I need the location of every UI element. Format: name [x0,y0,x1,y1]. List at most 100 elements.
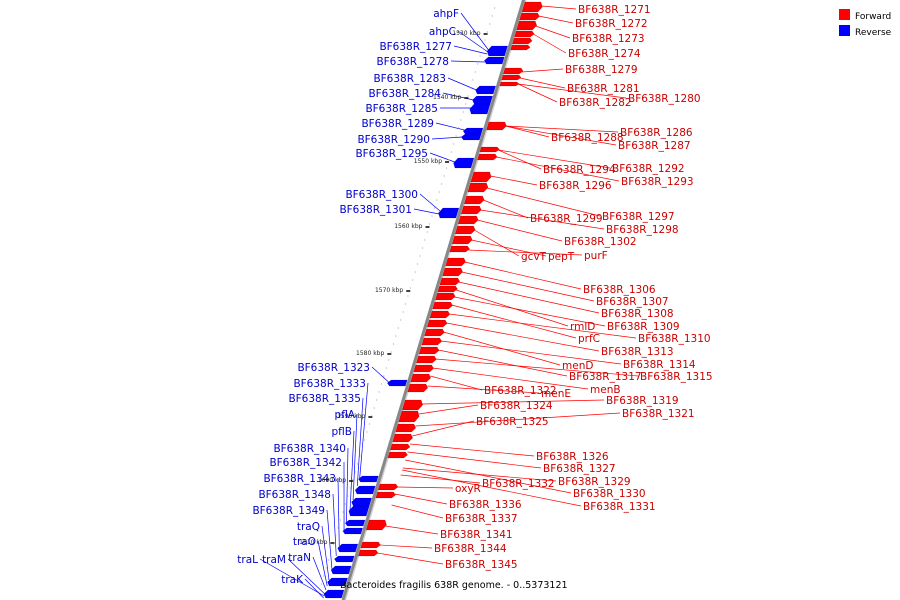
reverse-gene [333,555,355,563]
forward-gene-label: BF638R_1341 [440,529,513,541]
reverse-gene [327,577,348,587]
forward-connector [432,367,589,390]
reverse-gene-label: traK [281,574,304,586]
reverse-gene [354,485,376,495]
forward-gene [463,195,485,205]
reverse-connector [442,92,474,101]
forward-gene-label: BF638R_1329 [558,476,631,488]
forward-connector [461,271,595,302]
reverse-connector [287,558,326,595]
tick-label: 1580 kbp [356,350,384,357]
forward-connector [418,404,479,415]
forward-gene [432,301,453,310]
tick-label: 1610 kbp [299,539,327,546]
reverse-connector [326,509,333,571]
forward-gene-label: oxyR [455,483,481,495]
forward-genes [357,1,543,557]
forward-gene [377,483,399,491]
forward-connector [407,451,542,469]
forward-connector [480,209,605,230]
forward-connector [483,199,529,219]
forward-gene [445,257,466,267]
forward-gene [499,81,520,87]
forward-gene-label: BF638R_1315 [640,371,713,383]
forward-gene [479,146,500,153]
reverse-connector [453,45,488,55]
forward-connector [421,399,605,405]
forward-connector [490,175,538,186]
forward-gene-label: BF638R_1317 [569,371,642,383]
reverse-gene [337,543,359,553]
reverse-gene-label: traN [288,552,311,564]
reverse-gene-label: ahpC [429,26,456,38]
tick-label: 1600 kbp [318,477,346,484]
forward-gene [454,225,476,235]
forward-gene-label: BF638R_1271 [578,4,651,16]
forward-gene-label: BF638R_1345 [445,559,518,571]
kbp-ticks: 1530 kbp 1540 kbp 1550 kbp 1560 kbp 1570 kbp… [299,7,496,593]
forward-gene [401,399,423,411]
forward-connector [458,281,600,314]
forward-gene-label: BF638R_1282 [559,97,632,109]
reverse-gene-label: BF638R_1283 [373,73,446,85]
reverse-gene-label: pflA [335,409,356,421]
forward-gene-label: BF638R_1306 [583,284,656,296]
forward-connector [435,358,639,377]
reverse-gene [486,45,508,57]
forward-connector [379,544,433,549]
legend-reverse-label: Reverse [855,28,892,38]
reverse-gene-label: BF638R_1277 [379,41,452,53]
forward-connector [538,15,574,24]
reverse-gene-label: BF638R_1333 [293,378,366,390]
forward-gene [467,182,489,193]
forward-gene-label: BF638R_1280 [628,93,701,105]
forward-connector [415,412,621,427]
forward-connector [521,68,564,73]
forward-gene [442,267,463,277]
reverse-gene [469,103,491,115]
reverse-gene [475,85,496,95]
reverse-gene-label: BF638R_1335 [288,393,361,405]
forward-gene [357,549,379,557]
forward-gene [418,346,440,355]
reverse-connector [259,558,325,597]
forward-gene-label: BF638R_1286 [620,127,693,139]
forward-connector [533,33,567,54]
forward-gene-label: BF638R_1302 [564,236,637,248]
forward-gene [392,433,414,443]
reverse-gene-label: BF638R_1342 [269,457,342,469]
reverse-gene [348,505,370,517]
forward-connector [496,156,620,182]
forward-gene-label: BF638R_1293 [621,176,694,188]
reverse-gene-label: BF638R_1340 [273,443,346,455]
tick-label: 1530 kbp [452,30,480,37]
tick-label: 1560 kbp [394,223,422,230]
forward-gene [424,328,445,337]
forward-gene [519,12,540,21]
forward-connector [518,83,627,99]
backbone-line [341,0,526,600]
genome-caption: Bacteroides fragilis 638R genome. - 0..5… [340,580,568,591]
reverse-connector [332,493,337,557]
legend: Forward Reverse [839,9,892,38]
forward-gene [398,410,420,423]
reverse-connector [346,447,349,523]
reverse-connector [317,540,328,587]
forward-connector [400,474,481,484]
reverse-gene-labels: ahpF ahpC BF638R_1277 BF638R_1278 BF638R_128… [237,8,459,586]
forward-connector [440,340,622,365]
forward-gene [521,1,543,13]
forward-gene [449,245,470,253]
forward-gene-label: BF638R_1331 [583,501,656,513]
forward-gene-label: menE [541,388,571,400]
forward-gene-label: BF638R_1330 [573,488,646,500]
forward-gene-label: BF638R_1288 [551,132,624,144]
forward-gene [457,215,479,225]
genome-backbone [341,0,527,600]
forward-gene [514,30,535,38]
forward-gene-label: menD [562,360,593,372]
reverse-connector [337,477,340,547]
forward-gene-label: BF638R_1292 [612,163,685,175]
label-connectors [259,5,639,599]
reverse-gene-label: BF638R_1295 [355,148,428,160]
